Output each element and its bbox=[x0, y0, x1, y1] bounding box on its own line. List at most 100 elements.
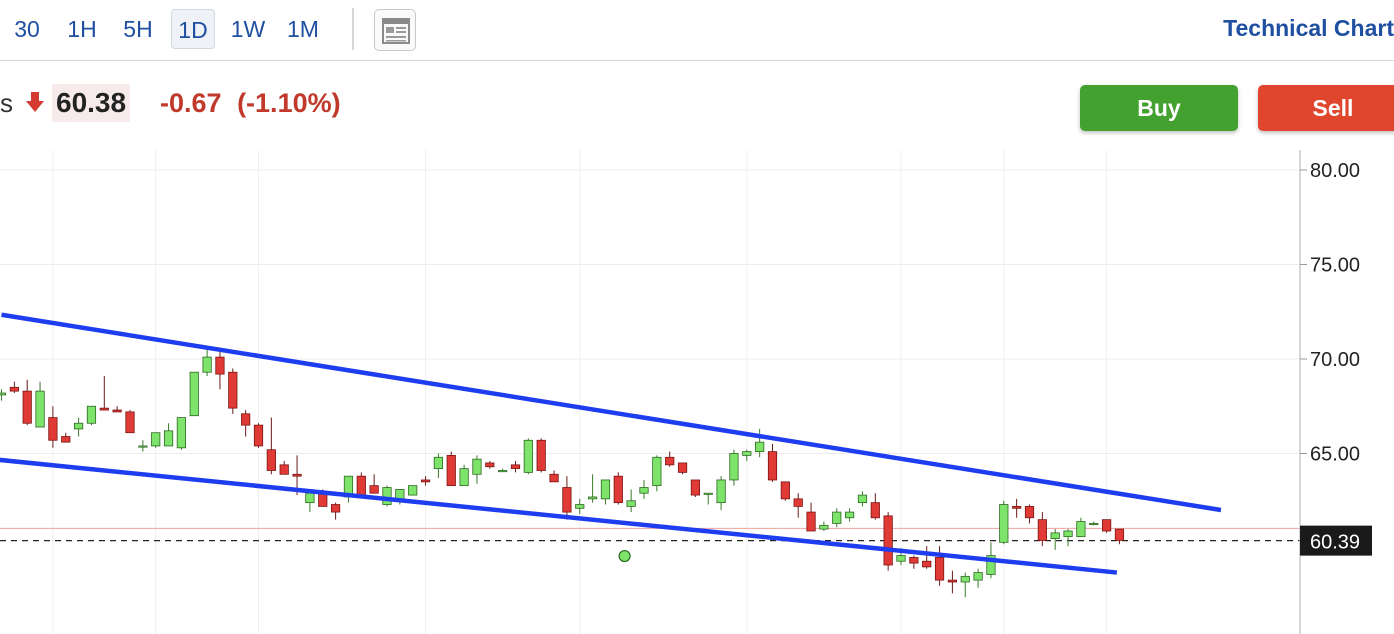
candle bbox=[343, 475, 354, 503]
layout-toggle-button[interactable] bbox=[374, 9, 416, 51]
candle bbox=[202, 349, 212, 377]
candle-body bbox=[48, 417, 58, 441]
candle-body bbox=[151, 432, 161, 447]
candle bbox=[99, 376, 109, 411]
candle bbox=[163, 423, 174, 447]
candle bbox=[138, 440, 148, 452]
candle bbox=[690, 479, 701, 497]
candle-body bbox=[369, 485, 379, 494]
candle-body bbox=[690, 479, 701, 496]
candle bbox=[9, 381, 19, 394]
candle-body bbox=[420, 479, 431, 483]
candles bbox=[0, 349, 1125, 598]
timeframe-1d[interactable]: 1D bbox=[171, 9, 215, 49]
timeframe-1w[interactable]: 1W bbox=[230, 16, 266, 42]
candle-body bbox=[485, 462, 495, 468]
timeframe-30[interactable]: 30 bbox=[14, 16, 40, 42]
candle bbox=[742, 449, 752, 462]
chart-grid bbox=[0, 150, 1300, 634]
candle-body bbox=[922, 560, 932, 568]
down-arrow-icon bbox=[26, 92, 44, 112]
candle-body bbox=[61, 436, 71, 443]
timeframe-1h[interactable]: 1H bbox=[67, 16, 97, 42]
candle-body bbox=[510, 464, 521, 470]
candle bbox=[922, 546, 932, 569]
candle bbox=[356, 472, 366, 498]
candle bbox=[446, 451, 456, 487]
candle bbox=[973, 568, 983, 588]
candle bbox=[523, 438, 533, 475]
candle-body bbox=[742, 451, 752, 456]
candle bbox=[716, 476, 726, 511]
candle bbox=[1037, 512, 1047, 547]
timeframe-5h[interactable]: 5H bbox=[123, 16, 153, 42]
candle-body bbox=[1114, 528, 1125, 541]
candle-body bbox=[1076, 521, 1086, 538]
candle bbox=[86, 405, 97, 426]
candle bbox=[305, 491, 315, 513]
price-change: -0.67 (-1.10%) bbox=[160, 84, 341, 122]
candle-body bbox=[716, 479, 726, 504]
candle-body bbox=[279, 464, 289, 475]
buy-button[interactable]: Buy bbox=[1080, 85, 1238, 131]
upper-trendline bbox=[1, 312, 1222, 513]
candle-body bbox=[228, 371, 238, 409]
candle bbox=[883, 512, 893, 571]
candlestick-chart[interactable]: 80.00 75.00 70.00 65.00 60.39 bbox=[0, 150, 1394, 634]
candle-body bbox=[793, 498, 803, 507]
chart-toolbar: 30 1H 5H 1D 1W 1M Technical Chart bbox=[0, 0, 1394, 61]
candle bbox=[793, 493, 803, 518]
candle-body bbox=[536, 439, 546, 471]
candle bbox=[459, 464, 469, 487]
candle-body bbox=[22, 390, 32, 424]
candle bbox=[1076, 517, 1086, 538]
candle-body bbox=[202, 356, 212, 373]
candle-body bbox=[767, 451, 778, 481]
candle-body bbox=[832, 511, 842, 524]
candle bbox=[934, 546, 945, 586]
candle bbox=[755, 428, 765, 458]
candle-body bbox=[626, 500, 636, 507]
candle bbox=[1024, 504, 1035, 524]
candle-body bbox=[819, 524, 829, 530]
candle bbox=[999, 500, 1009, 545]
technical-chart-link[interactable]: Technical Chart bbox=[1223, 15, 1394, 41]
candle-body bbox=[446, 454, 456, 487]
candle-body bbox=[241, 413, 251, 426]
candle-body bbox=[125, 411, 135, 434]
candle bbox=[562, 476, 572, 520]
candle-body bbox=[433, 456, 444, 470]
candle bbox=[703, 492, 713, 505]
candle-body bbox=[138, 445, 148, 448]
candle-body bbox=[176, 417, 186, 449]
candle bbox=[677, 462, 688, 475]
candle bbox=[48, 406, 58, 448]
timeframe-1m[interactable]: 1M bbox=[287, 16, 319, 42]
candle bbox=[947, 570, 958, 594]
candle-body bbox=[163, 430, 174, 447]
candle bbox=[330, 502, 341, 520]
change-percent: (-1.10%) bbox=[237, 88, 341, 118]
candle bbox=[279, 461, 289, 475]
candle bbox=[176, 417, 186, 450]
candle-body bbox=[947, 579, 958, 583]
candle bbox=[857, 491, 868, 507]
candle-body bbox=[523, 439, 533, 473]
candle bbox=[909, 555, 919, 569]
candle bbox=[472, 455, 482, 484]
change-value: -0.67 bbox=[160, 88, 222, 118]
candle bbox=[420, 476, 431, 486]
candle-body bbox=[755, 441, 765, 453]
candle-body bbox=[472, 458, 482, 475]
sell-button[interactable]: Sell bbox=[1258, 85, 1394, 131]
candle-body bbox=[498, 470, 508, 473]
candle bbox=[408, 485, 418, 496]
candle bbox=[1063, 529, 1073, 547]
price-tick-label: 65.00 bbox=[1310, 444, 1360, 466]
candle bbox=[433, 453, 444, 479]
candle-body bbox=[1050, 532, 1060, 539]
candle-body bbox=[330, 504, 341, 513]
candle-body bbox=[112, 409, 122, 413]
candle-body bbox=[857, 494, 868, 504]
candle-body bbox=[1037, 519, 1047, 541]
